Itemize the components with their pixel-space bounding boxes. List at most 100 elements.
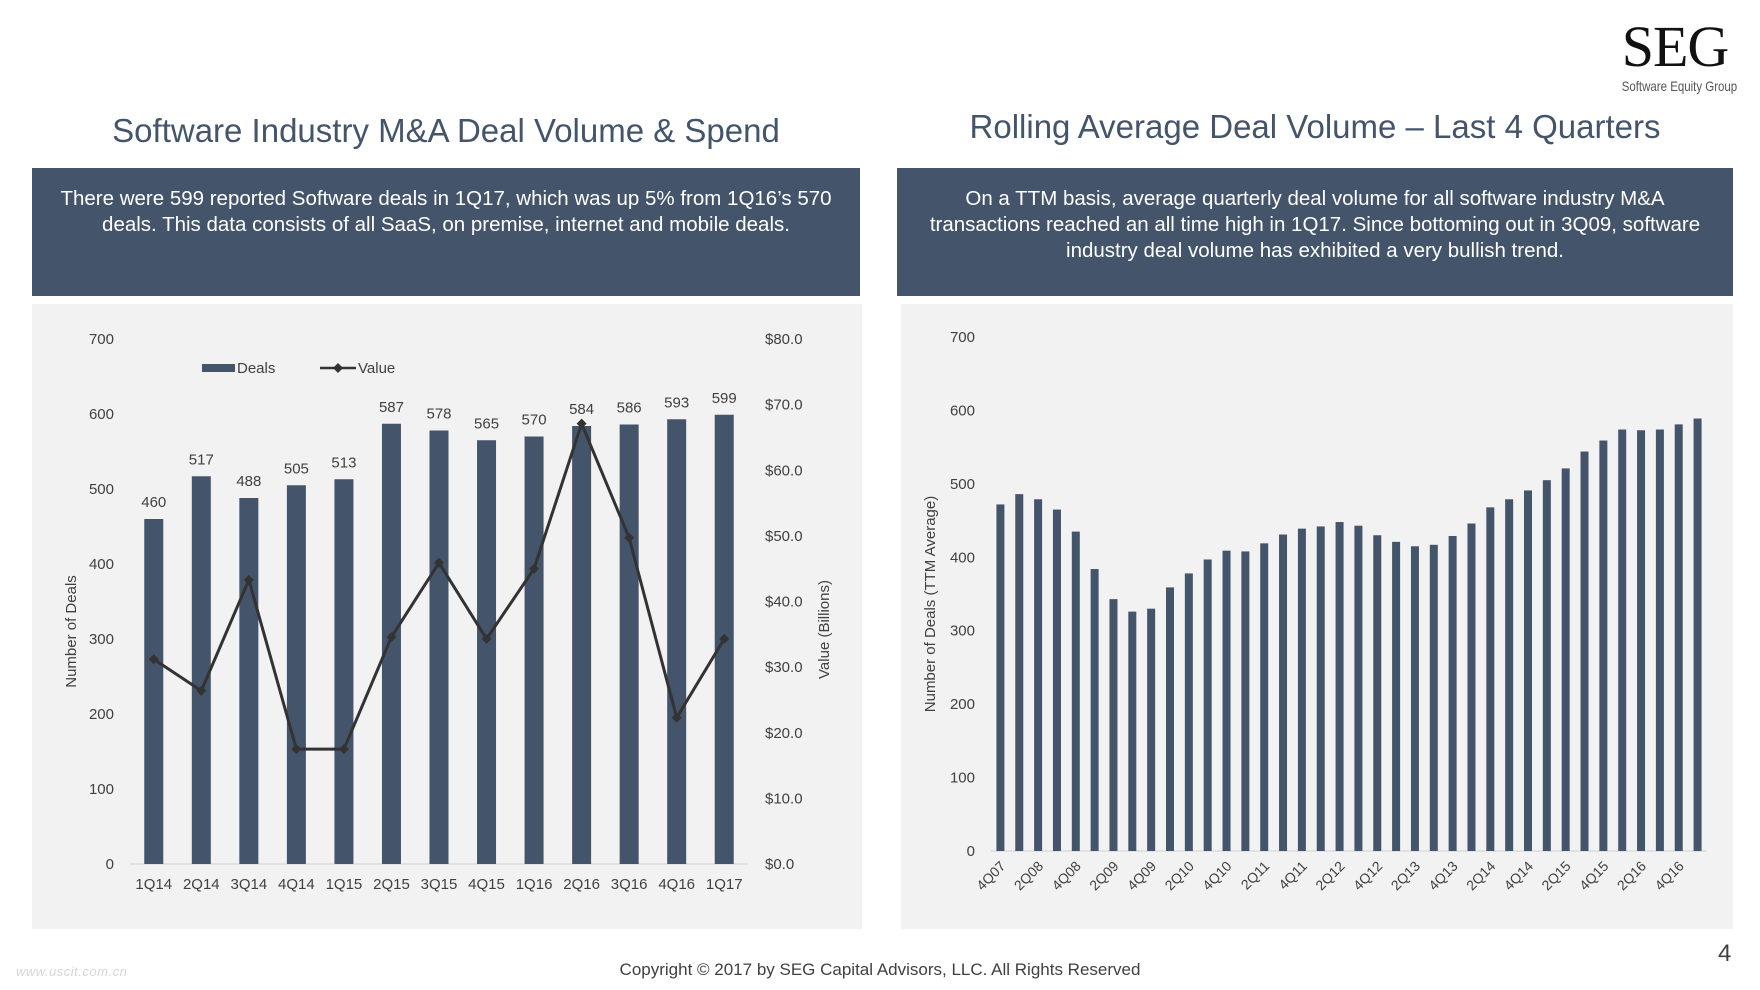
deals-bar [191, 476, 211, 864]
y-axis-tick-label: 700 [950, 329, 975, 346]
ttm-average-bar [1147, 608, 1156, 851]
ttm-average-bar [1241, 551, 1250, 851]
ttm-average-bar [1486, 507, 1495, 851]
y-axis-tick-label: 200 [950, 696, 975, 713]
x-axis-tick-label: 2Q14 [183, 876, 220, 893]
value-marker [576, 418, 587, 429]
x-axis-tick-label: 4Q14 [1501, 858, 1537, 894]
x-axis-tick-label: 2Q15 [373, 876, 410, 893]
x-axis-tick-label: 4Q16 [1651, 858, 1687, 894]
x-axis-tick-label: 2Q14 [1463, 858, 1499, 894]
left-axis-tick-label: 500 [89, 481, 114, 498]
x-axis-tick-label: 4Q07 [973, 858, 1009, 894]
copyright-footer: Copyright © 2017 by SEG Capital Advisors… [619, 960, 1141, 979]
ttm-average-bar [1184, 573, 1193, 851]
deals-data-label: 488 [236, 473, 261, 490]
deals-data-label: 505 [284, 460, 309, 477]
legend-deals-label: Deals [237, 360, 275, 377]
x-axis-tick-label: 4Q13 [1425, 858, 1461, 894]
ttm-average-bar [1467, 523, 1476, 851]
right-axis-tick-label: $10.0 [765, 790, 803, 807]
ttm-average-bar [1052, 509, 1061, 851]
legend-value-label: Value [358, 360, 395, 377]
seg-logo: SEG Software Equity Group [1610, 18, 1740, 95]
value-marker [434, 557, 444, 568]
ttm-average-bar [1505, 499, 1514, 851]
x-axis-tick-label: 3Q16 [611, 876, 648, 893]
left-axis-tick-label: 700 [89, 331, 114, 348]
ttm-average-bar [1637, 430, 1646, 851]
ttm-average-bar [1335, 522, 1344, 851]
value-marker [338, 744, 349, 755]
x-axis-tick-label: 3Q15 [421, 876, 458, 893]
ttm-average-bar [1373, 535, 1382, 851]
deals-bar [239, 498, 259, 864]
left-axis-tick-label: 0 [106, 856, 114, 873]
x-axis-tick-label: 2Q10 [1161, 858, 1197, 894]
y-axis-title: Number of Deals (TTM Average) [922, 496, 939, 712]
deals-data-label: 584 [569, 401, 594, 418]
deals-data-label: 570 [522, 412, 547, 429]
x-axis-tick-label: 2Q13 [1388, 858, 1424, 894]
right-axis-tick-label: $0.0 [765, 856, 794, 873]
x-axis-tick-label: 1Q15 [326, 876, 363, 893]
left-axis-tick-label: 100 [89, 781, 114, 798]
ttm-average-bar [1166, 587, 1174, 851]
deals-data-label: 517 [189, 451, 214, 468]
deals-data-label: 578 [426, 406, 451, 423]
ttm-average-bar [1448, 535, 1457, 851]
deals-data-label: 593 [664, 394, 689, 411]
right-axis-tick-label: $20.0 [765, 725, 803, 742]
x-axis-tick-label: 4Q11 [1275, 858, 1310, 893]
value-marker [196, 685, 207, 696]
ttm-average-bar [1090, 569, 1099, 851]
right-section-title: Rolling Average Deal Volume – Last 4 Qua… [969, 108, 1661, 145]
ttm-average-bar [1015, 494, 1024, 851]
deals-data-label: 460 [141, 494, 166, 511]
x-axis-tick-label: 2Q12 [1312, 858, 1348, 894]
watermark: www.uscit.com.cn [16, 964, 128, 979]
right-description-box: On a TTM basis, average quarterly deal v… [897, 168, 1733, 296]
right-axis-tick-label: $70.0 [765, 397, 803, 414]
deals-data-label: 599 [712, 390, 737, 407]
x-axis-tick-label: 2Q09 [1086, 858, 1122, 894]
x-axis-tick-label: 3Q14 [230, 876, 267, 893]
right-axis-tick-label: $60.0 [765, 462, 803, 479]
deals-bar [572, 426, 592, 864]
x-axis-tick-label: 1Q17 [706, 876, 743, 893]
x-axis-tick-label: 4Q16 [658, 876, 695, 893]
legend-deals-swatch [202, 364, 235, 372]
value-marker [671, 712, 682, 723]
deals-bar [667, 419, 687, 864]
deals-bar [334, 479, 354, 864]
ttm-average-bar [1429, 544, 1438, 851]
right-axis-title: Value (Billions) [816, 580, 833, 679]
x-axis-tick-label: 1Q14 [135, 876, 172, 893]
deal-volume-spend-chart: 0 100 200 300 400 500 600 700 $0.0 $10.0 $20.0 $30.… [63, 331, 833, 893]
ttm-average-bar [1128, 611, 1137, 851]
ttm-average-bar [1599, 440, 1608, 851]
ttm-average-bar [1260, 543, 1269, 851]
deals-bar [524, 436, 544, 864]
value-marker [481, 633, 492, 644]
ttm-average-bar [1297, 528, 1306, 851]
x-axis-tick-label: 4Q15 [468, 876, 505, 893]
x-axis-tick-label: 2Q15 [1538, 858, 1574, 894]
legend-value-marker [333, 363, 343, 373]
ttm-average-bar [1693, 418, 1702, 851]
x-axis-tick-label: 4Q12 [1350, 858, 1386, 894]
rolling-average-chart-panel: 0 100 200 300 400 500 600 700 Number of Deals (T… [901, 304, 1733, 929]
left-axis-tick-label: 600 [89, 406, 114, 423]
x-axis-tick-label: 2Q16 [1614, 858, 1650, 894]
ttm-average-bar [1410, 546, 1419, 851]
deals-data-label: 587 [379, 399, 404, 416]
ttm-average-bar [1618, 429, 1627, 851]
x-axis-tick-label: 4Q14 [278, 876, 315, 893]
left-axis-tick-label: 300 [89, 631, 114, 648]
y-axis-tick-label: 100 [950, 770, 975, 787]
deals-data-label: 513 [331, 454, 356, 471]
page-number: 4 [1718, 940, 1732, 967]
x-axis-tick-label: 4Q09 [1124, 858, 1160, 894]
deals-bar [429, 430, 449, 864]
ttm-average-bar [1316, 526, 1325, 851]
